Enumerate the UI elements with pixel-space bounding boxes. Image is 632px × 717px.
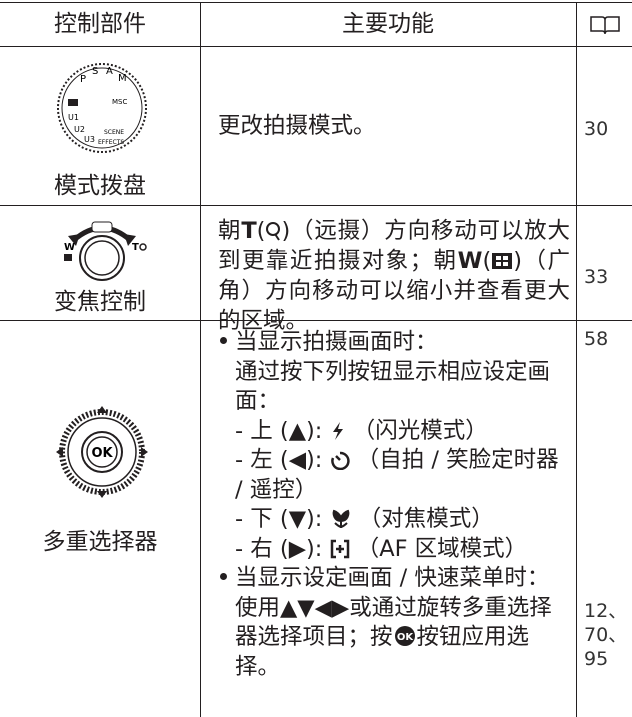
zoom-label: W [64,242,75,253]
zoom-label: T [132,242,139,253]
header-cell: 控制部件 [54,11,146,37]
wide-icon [492,253,513,269]
dial-label: EFFECTS [98,139,124,146]
function-list: 当显示拍摄画面时： 通过按下列按钮显示相应设定画面： - 上 (▲): （闪光模… [218,328,570,682]
control-name: 多重选择器 [42,529,158,555]
sub-item: - 下 (▼): （对焦模式） [218,505,570,535]
dial-label: A [106,66,113,77]
flash-icon [332,421,343,440]
ok-icon: OK [394,626,415,646]
text: - 左 (◀): [235,447,323,473]
dial-label: P [80,74,86,85]
text: ( [482,248,492,274]
list-item: 当显示设定画面 / 快速菜单时：使用▲▼◀▶或通过旋转多重选择器选择项目；按 OK… [218,564,570,682]
page-ref: 12、 [584,600,628,622]
control-name: 变焦控制 [54,289,146,315]
header-cell: 主要功能 [342,11,434,37]
text: 当显示设定画面 / 快速菜单时：使用▲▼◀▶或通过旋转多重选择器选择项目；按 [235,565,552,650]
text: （远摄）方向移动可以放大到更靠近拍摄对象；朝 [218,218,570,274]
sub-item: - 右 (▶): （AF 区域模式） [218,535,570,565]
macro-icon [332,509,349,528]
bullet [220,337,227,344]
text: 当显示拍摄画面时： [235,329,438,355]
list-item: 当显示拍摄画面时： [218,328,570,358]
book-icon [590,16,620,35]
text: ) [513,248,523,274]
dial-label: U3 [84,135,95,144]
table-border [0,320,632,321]
page-ref: 33 [584,266,609,288]
table-border [0,2,632,3]
ok-icon-label: OK [396,632,414,643]
text: ) [281,218,291,244]
mode-dial-image: P S A M U1 U2 U3 SCENE EFFECTS MSC [57,63,147,153]
text: 朝 [218,218,242,244]
text: - 右 (▶): [235,535,323,562]
bullet [220,573,227,580]
control-name: 模式拨盘 [54,173,146,199]
page-ref: 58 [584,328,609,350]
text: W [457,248,483,274]
page-ref: 70、 [584,624,628,646]
dial-label: MSC [112,98,127,106]
dial-label: U1 [68,113,79,122]
text: - 下 (▼): [235,506,323,532]
text: （闪光模式） [352,417,488,444]
dial-label: SCENE [104,129,124,136]
text: （AF 区域模式） [356,535,528,562]
ok-label: OK [91,446,113,461]
table-border [0,46,632,47]
dial-label: M [118,73,127,84]
zoom-control-image: W T [64,221,147,281]
af-area-icon [330,539,349,558]
tele-icon [266,222,281,241]
function-text: 更改拍摄模式。 [218,113,376,139]
text: （自拍 / 笑脸定时器 / 遥控） [235,447,559,503]
text: （对焦模式） [358,506,494,532]
text: 按钮应用选择。 [235,624,530,680]
text: 通过按下列按钮显示相应设定画面： [235,358,551,415]
sub-item: - 左 (◀): （自拍 / 笑脸定时器 / 遥控） [218,446,570,505]
text: T [241,218,257,244]
function-text: 朝T()（远摄）方向移动可以放大到更靠近拍摄对象；朝W()（广角）方向移动可以缩… [218,216,570,336]
self-timer-icon [330,451,350,470]
dial-label: U2 [74,125,85,134]
page-ref: 30 [584,118,609,140]
text: （广角）方向移动可以缩小并查看更大的区域。 [218,248,570,334]
column-border [576,2,577,717]
sub-item: - 上 (▲): （闪光模式） [218,417,570,447]
text: - 上 (▲): [235,417,323,444]
page-ref: 95 [584,648,609,670]
table-border [0,205,632,206]
dial-label: S [92,66,98,77]
text: ( [256,218,266,244]
multi-selector-image: OK [56,406,148,498]
column-border [200,2,201,717]
